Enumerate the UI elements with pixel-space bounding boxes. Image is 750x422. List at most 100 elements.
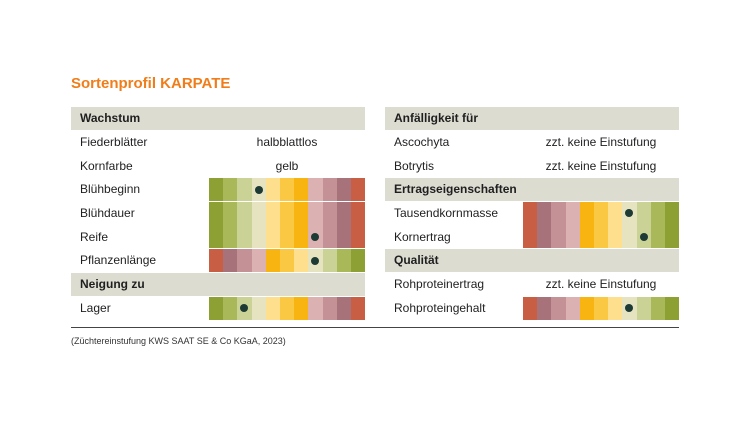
scale-cell <box>308 225 323 249</box>
rating-marker <box>639 232 648 241</box>
scale-cell <box>251 296 266 320</box>
scale-cell <box>237 178 252 202</box>
scale-cell <box>322 296 337 320</box>
row-value: halbblattlos <box>256 135 318 150</box>
scale-cell <box>265 178 280 202</box>
scale-cell <box>650 296 665 320</box>
scale-cell <box>565 201 580 225</box>
divider <box>71 327 679 328</box>
scale-cell <box>593 201 609 225</box>
scale-cell <box>650 201 665 225</box>
rating-scale <box>523 201 680 225</box>
row-label: Ascochyta <box>394 135 450 150</box>
scale-cell <box>322 201 337 225</box>
scale-cell <box>336 296 351 320</box>
rating-marker <box>254 185 263 194</box>
scale-cell <box>608 296 623 320</box>
row-label: Blühbeginn <box>80 182 141 197</box>
section-header-qualitaet: Qualität <box>385 249 679 273</box>
scale-cell <box>579 296 594 320</box>
row-label: Tausendkornmasse <box>394 206 499 221</box>
scale-cell <box>523 296 538 320</box>
row-label: Lager <box>80 300 111 315</box>
scale-cell <box>336 225 351 249</box>
row-label: Reife <box>80 229 109 244</box>
row-label: Kornertrag <box>394 229 451 244</box>
scale-cell <box>336 249 351 273</box>
scale-cell <box>336 201 351 225</box>
scale-cell <box>308 296 323 320</box>
rating-scale <box>209 249 366 273</box>
rating-scale <box>523 225 680 249</box>
scale-cell <box>265 201 280 225</box>
scale-cell <box>223 249 238 273</box>
rating-marker <box>311 256 320 265</box>
scale-cell <box>251 225 266 249</box>
scale-cell <box>265 296 280 320</box>
scale-cell <box>350 201 366 225</box>
scale-cell <box>322 225 337 249</box>
scale-cell <box>294 249 309 273</box>
section-header-ertragseigenschaften: Ertragseigenschaften <box>385 178 679 202</box>
rating-scale <box>209 201 366 225</box>
profile-row-tausendkornmasse: Tausendkornmasse <box>385 201 680 226</box>
scale-cell <box>209 225 224 249</box>
profile-row-reife: Reife <box>71 225 366 250</box>
scale-cell <box>308 178 323 202</box>
profile-row-bluehdauer: Blühdauer <box>71 201 366 226</box>
profile-row-pflanzenlaenge: Pflanzenlänge <box>71 249 366 273</box>
scale-cell <box>593 225 609 249</box>
scale-cell <box>279 201 295 225</box>
scale-cell <box>237 225 252 249</box>
profile-row-kornfarbe: Kornfarbe gelb <box>71 154 365 179</box>
scale-cell <box>523 225 538 249</box>
scale-cell <box>622 296 637 320</box>
profile-row-rohproteinertrag: Rohproteinertrag zzt. keine Einstufung <box>385 273 679 297</box>
scale-cell <box>223 225 238 249</box>
scale-cell <box>622 225 637 249</box>
profile-row-botrytis: Botrytis zzt. keine Einstufung <box>385 154 679 179</box>
scale-cell <box>237 201 252 225</box>
page-title: Sortenprofil KARPATE <box>71 75 231 92</box>
rating-scale <box>209 296 366 320</box>
scale-cell <box>265 249 280 273</box>
row-label: Rohproteinertrag <box>394 277 485 292</box>
scale-cell <box>237 296 252 320</box>
scale-cell <box>537 201 552 225</box>
scale-cell <box>279 225 295 249</box>
rating-marker <box>311 232 320 241</box>
scale-cell <box>209 249 224 273</box>
scale-cell <box>350 249 366 273</box>
scale-cell <box>223 201 238 225</box>
scale-cell <box>565 225 580 249</box>
source-footnote: (Züchtereinstufung KWS SAAT SE & Co KGaA… <box>71 336 286 346</box>
scale-cell <box>251 249 266 273</box>
row-label: Rohproteingehalt <box>394 300 486 315</box>
scale-cell <box>551 201 566 225</box>
scale-cell <box>279 249 295 273</box>
profile-row-fiederblaetter: Fiederblätter halbblattlos <box>71 131 365 155</box>
scale-cell <box>664 201 680 225</box>
scale-cell <box>579 201 594 225</box>
scale-cell <box>265 225 280 249</box>
scale-cell <box>350 296 366 320</box>
scale-cell <box>523 201 538 225</box>
row-value: zzt. keine Einstufung <box>545 158 657 173</box>
scale-cell <box>551 296 566 320</box>
row-value: zzt. keine Einstufung <box>545 135 657 150</box>
profile-row-rohproteingehalt: Rohproteingehalt <box>385 296 680 321</box>
scale-cell <box>579 225 594 249</box>
scale-cell <box>251 178 266 202</box>
scale-cell <box>636 225 651 249</box>
row-label: Fiederblätter <box>80 135 148 150</box>
scale-cell <box>294 178 309 202</box>
profile-row-ascochyta: Ascochyta zzt. keine Einstufung <box>385 131 679 155</box>
scale-cell <box>650 225 665 249</box>
section-header-anfaelligkeit-fuer: Anfälligkeit für <box>385 107 679 131</box>
rating-marker <box>240 304 249 312</box>
scale-cell <box>537 296 552 320</box>
scale-cell <box>350 225 366 249</box>
scale-cell <box>664 296 680 320</box>
scale-cell <box>209 201 224 225</box>
row-label: Blühdauer <box>80 206 135 221</box>
